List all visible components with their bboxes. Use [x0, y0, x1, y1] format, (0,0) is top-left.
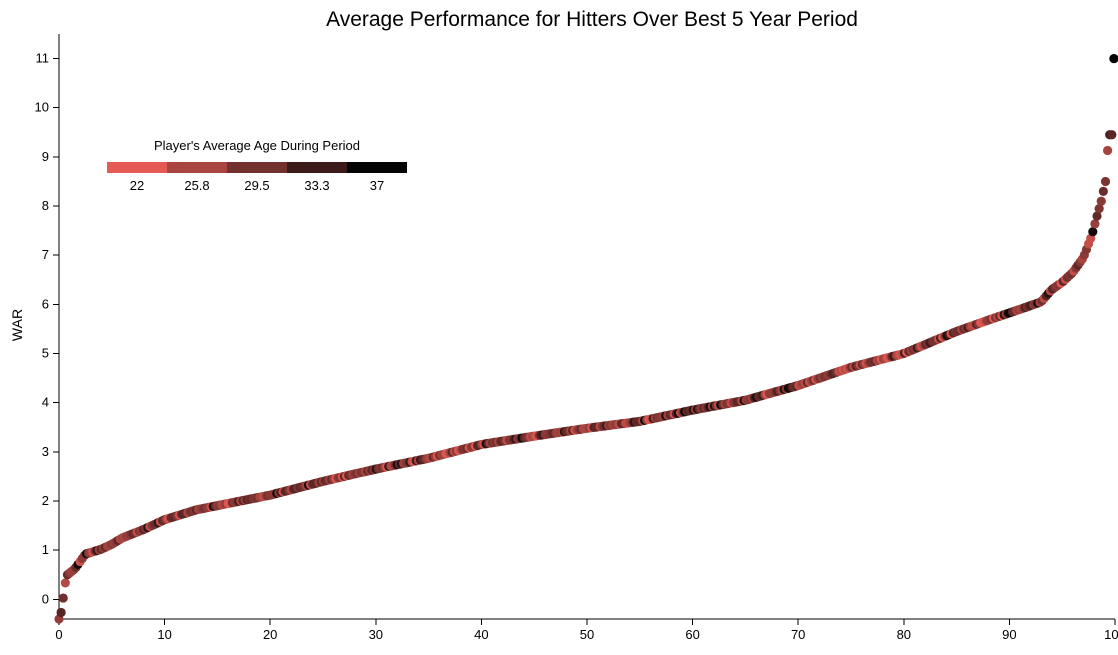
legend-label: 22 — [130, 178, 144, 193]
legend-swatch — [167, 162, 227, 173]
y-axis-label: WAR — [9, 309, 25, 341]
legend-swatch — [347, 162, 407, 173]
data-point — [1103, 145, 1113, 156]
y-tick-label: 8 — [42, 198, 49, 213]
data-point — [1098, 186, 1108, 196]
x-tick-label: 60 — [685, 627, 699, 642]
y-tick-label: 3 — [42, 444, 49, 459]
data-point — [1096, 196, 1106, 206]
x-tick-label: 50 — [580, 627, 594, 642]
data-point — [1088, 227, 1098, 237]
legend-label: 25.8 — [184, 178, 209, 193]
x-tick-label: 0 — [55, 627, 62, 642]
legend-labels: 22 25.8 29.5 33.3 37 — [130, 178, 384, 193]
x-tick-label: 10 — [157, 627, 171, 642]
y-tick-label: 0 — [42, 591, 49, 606]
x-tick-label: 70 — [791, 627, 805, 642]
data-point — [60, 578, 70, 588]
legend-swatches — [107, 162, 407, 173]
chart-title: Average Performance for Hitters Over Bes… — [326, 8, 858, 31]
data-point — [1100, 176, 1111, 187]
x-tick-label: 30 — [369, 627, 383, 642]
x-tick-label: 20 — [263, 627, 277, 642]
y-tick-label: 4 — [42, 395, 49, 410]
x-tick-label: 100 — [1104, 627, 1118, 642]
y-tick-label: 1 — [42, 542, 49, 557]
x-tick-label: 40 — [474, 627, 488, 642]
y-tick-label: 9 — [42, 149, 49, 164]
legend-label: 29.5 — [244, 178, 269, 193]
y-tick-label: 7 — [42, 247, 49, 262]
data-point — [1090, 219, 1100, 229]
y-tick-label: 6 — [42, 296, 49, 311]
x-tick-label: 90 — [1002, 627, 1016, 642]
color-legend: Player's Average Age During Period 22 25.… — [107, 138, 407, 193]
data-point — [1107, 130, 1117, 140]
axes: 0 1 2 3 4 5 6 7 8 9 10 11 0 10 20 30 40 50 60 70 80 90 100 — [35, 34, 1118, 642]
data-point — [1092, 211, 1102, 221]
legend-title: Player's Average Age During Period — [154, 138, 360, 153]
legend-label: 33.3 — [304, 178, 329, 193]
y-tick-label: 11 — [36, 51, 50, 66]
data-point-max — [1109, 53, 1118, 64]
y-tick-label: 2 — [42, 493, 49, 508]
legend-swatch — [287, 162, 347, 173]
data-point — [56, 607, 66, 618]
y-tick-label: 5 — [42, 346, 49, 361]
data-point — [58, 593, 68, 603]
data-point — [1094, 203, 1104, 214]
legend-label: 37 — [370, 178, 384, 193]
legend-swatch — [107, 162, 167, 173]
data-points — [54, 53, 1118, 624]
y-tick-label: 10 — [35, 100, 49, 115]
legend-swatch — [227, 162, 287, 173]
x-tick-label: 80 — [897, 627, 911, 642]
